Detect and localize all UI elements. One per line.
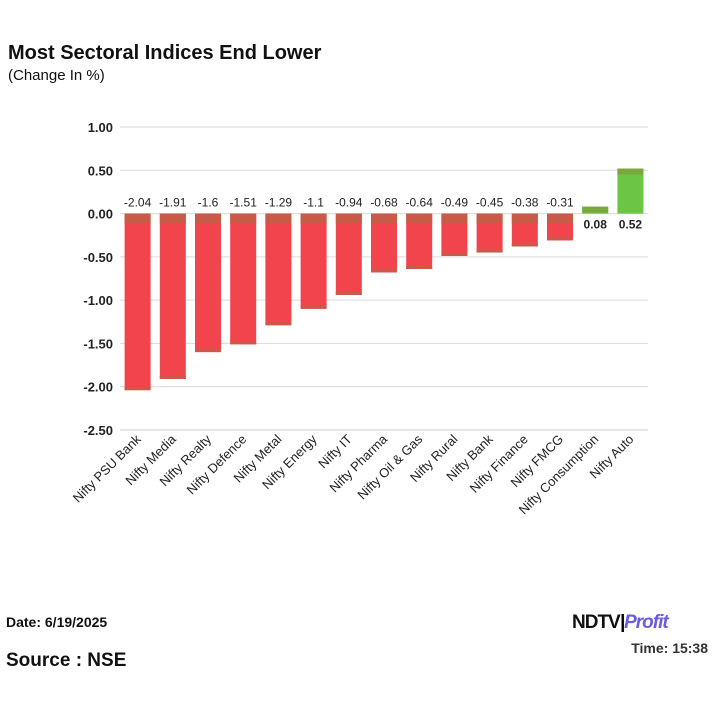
data-label: -1.6 — [198, 196, 219, 210]
data-label: -0.68 — [370, 196, 398, 210]
bar-shade — [300, 305, 327, 309]
bar-shade — [441, 252, 468, 256]
bar — [230, 213, 257, 345]
chart-title: Most Sectoral Indices End Lower — [8, 42, 322, 64]
bar-shade — [335, 291, 362, 295]
bar-shade — [511, 213, 538, 224]
bar-shade — [159, 213, 186, 224]
bar-shade — [159, 375, 186, 379]
bar-shade — [195, 213, 221, 224]
y-tick-label: -1.50 — [83, 336, 113, 351]
bar-shade — [441, 213, 468, 224]
logo-profit: Profit — [624, 612, 669, 633]
y-tick-label: -2.50 — [83, 423, 113, 438]
bar-shade — [371, 269, 397, 273]
bar — [124, 213, 151, 391]
data-label: -0.38 — [511, 196, 539, 210]
data-label: -0.45 — [476, 196, 504, 210]
bar-shade — [582, 206, 609, 213]
bar-shade — [617, 168, 644, 175]
data-label: -2.04 — [124, 196, 152, 210]
bar-shade — [124, 387, 151, 391]
bar — [300, 213, 327, 309]
data-label: -0.31 — [546, 196, 574, 210]
data-label: -1.29 — [265, 196, 293, 210]
y-tick-label: -2.00 — [83, 380, 113, 395]
data-label: 0.52 — [619, 218, 643, 232]
bar — [335, 213, 362, 295]
bar-shade — [124, 213, 151, 224]
bar-shade — [476, 249, 503, 253]
bar — [617, 168, 644, 214]
bar-shade — [371, 213, 397, 224]
bar-shade — [335, 213, 362, 224]
data-label: 0.08 — [584, 218, 608, 232]
bar-shade — [230, 341, 257, 345]
data-label: -1.1 — [303, 196, 324, 210]
data-label: -1.91 — [159, 196, 187, 210]
data-label: -0.49 — [441, 196, 469, 210]
bar-shade — [265, 322, 292, 326]
bar-shade — [547, 213, 573, 224]
bar — [195, 213, 221, 353]
date-label: Date: 6/19/2025 — [6, 614, 108, 630]
y-tick-label: 1.00 — [88, 120, 113, 135]
logo-ndtv: NDTV — [572, 612, 621, 633]
y-tick-label: -1.00 — [83, 293, 113, 308]
bar-shade — [300, 213, 327, 224]
bar-shade — [265, 213, 292, 224]
bar — [159, 213, 186, 379]
bar — [265, 213, 292, 326]
bar-shade — [511, 243, 538, 247]
ndtv-profit-logo: NDTV|Profit — [572, 612, 669, 633]
data-label: -1.51 — [230, 196, 258, 210]
bar-shade — [195, 349, 221, 353]
bar-shade — [547, 237, 573, 241]
bar-shade — [230, 213, 257, 224]
bar-shade — [406, 265, 433, 269]
y-tick-label: 0.50 — [88, 163, 113, 178]
data-label: -0.94 — [335, 196, 363, 210]
bar-shade — [476, 213, 503, 224]
y-tick-label: -0.50 — [83, 250, 113, 265]
chart-subtitle: (Change In %) — [8, 67, 105, 84]
source-label: Source : NSE — [6, 650, 127, 671]
time-label: Time: 15:38 — [631, 640, 708, 656]
data-label: -0.64 — [406, 196, 434, 210]
y-tick-label: 0.00 — [88, 207, 113, 222]
bar-shade — [406, 213, 433, 224]
